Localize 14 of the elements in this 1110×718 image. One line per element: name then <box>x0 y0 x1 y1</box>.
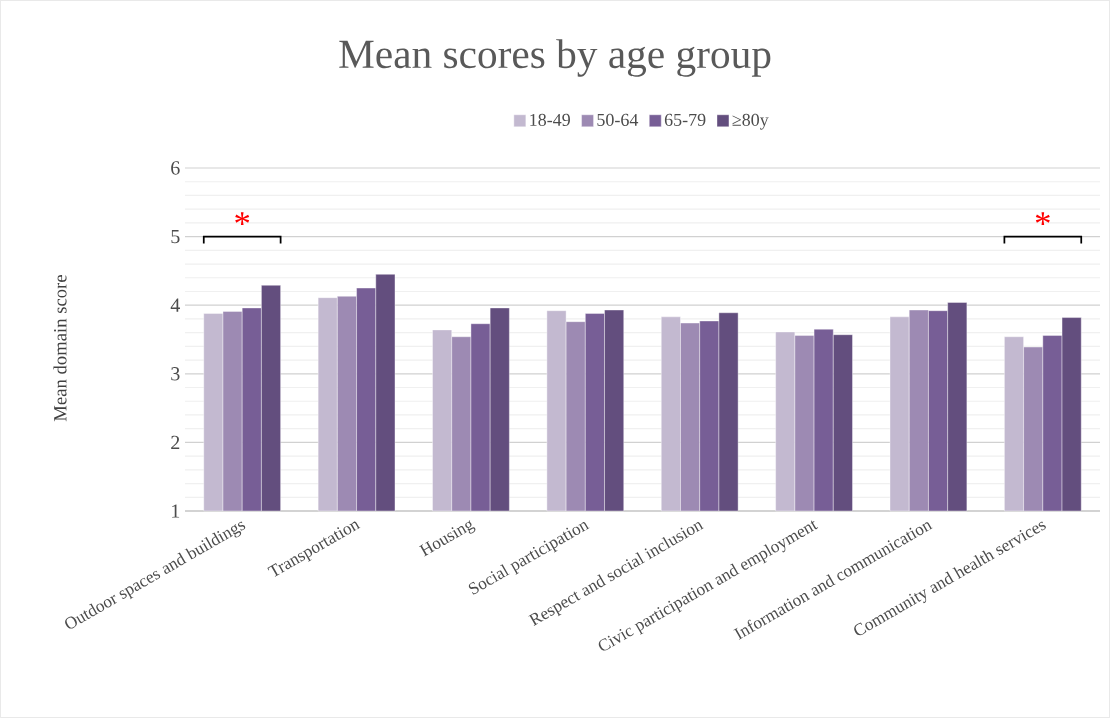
y-tick-label: 5 <box>171 229 180 244</box>
y-tick-label: 6 <box>171 161 180 175</box>
legend-label: 65-79 <box>664 113 706 126</box>
y-tick-label: 4 <box>170 298 180 312</box>
legend-label: 18-49 <box>530 113 570 126</box>
y-tick-label: 3 <box>171 367 180 381</box>
annotation: * <box>1035 212 1050 226</box>
annotation: * <box>235 212 250 226</box>
chart-title: Mean scores by age group <box>339 39 771 77</box>
y-tick-label: 1 <box>172 504 180 518</box>
legend-label: 50-64 <box>597 113 639 126</box>
legend-label: ≥80y <box>732 113 769 130</box>
y-tick-label: 2 <box>171 435 180 450</box>
y-axis-title: Mean domain score <box>53 275 67 422</box>
